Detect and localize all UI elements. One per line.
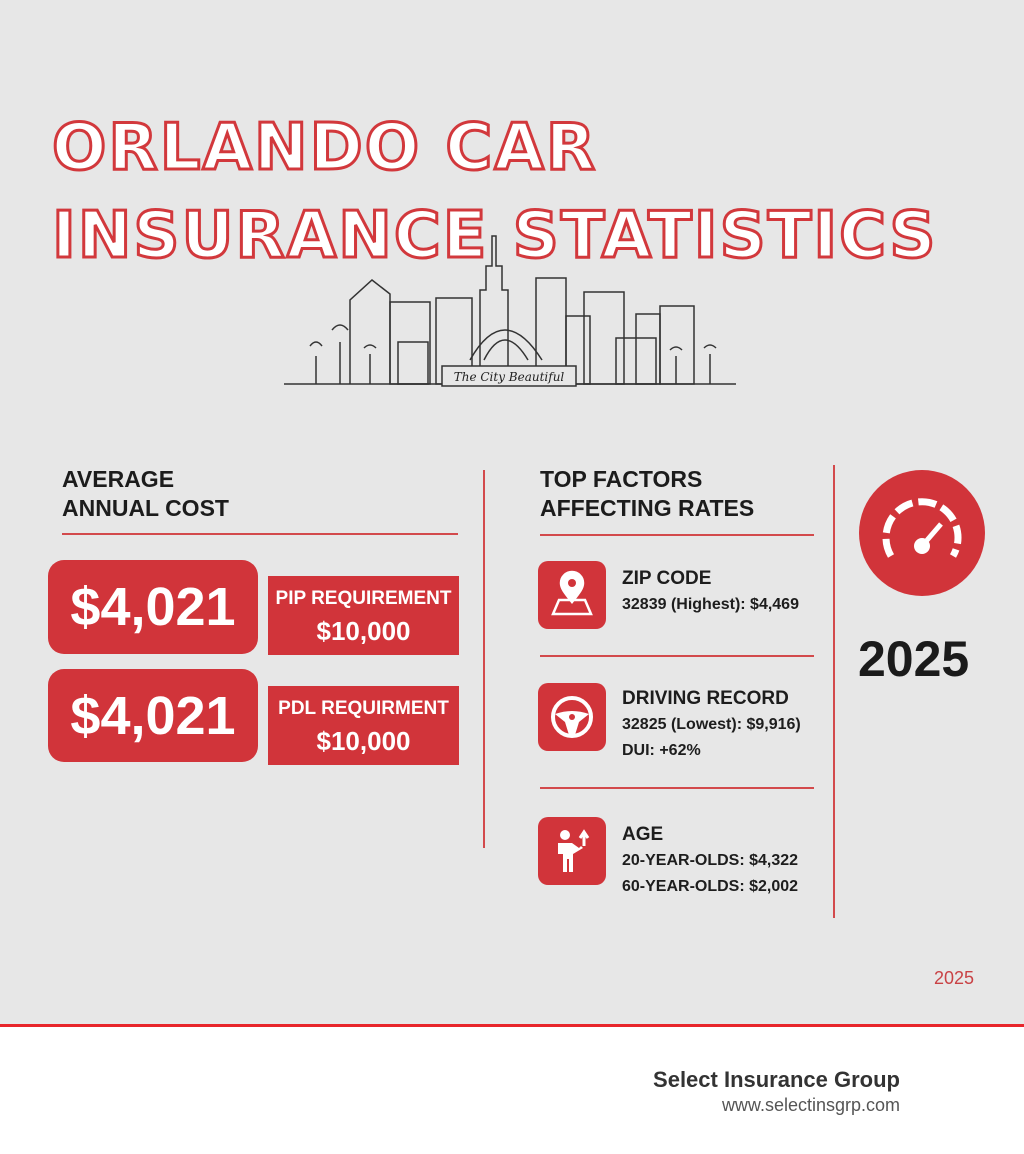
factor-detail: 20-YEAR-OLDS: $4,322	[622, 852, 799, 869]
requirement-value: $10,000	[316, 726, 411, 756]
average-cost-heading: AVERAGE ANNUAL COST	[62, 465, 229, 523]
brand-url[interactable]: www.selectinsgrp.com	[721, 1095, 900, 1115]
year-label: 2025	[858, 631, 970, 687]
divider	[540, 655, 814, 657]
person-age-icon	[538, 817, 606, 885]
speedometer-icon	[859, 470, 985, 596]
requirement-value: $10,000	[316, 616, 411, 646]
steering-wheel-icon	[538, 683, 606, 751]
factor-title: DRIVING RECORD	[622, 688, 789, 709]
heading-line: AVERAGE	[62, 466, 175, 492]
factor-zip-code: ZIP CODE 32839 (Highest): $4,469	[622, 566, 799, 618]
brand-block: Select Insurance Group www.selectinsgrp.…	[653, 1067, 900, 1116]
factor-detail: DUI: +62%	[622, 742, 701, 759]
factor-detail: 32825 (Lowest): $9,916)	[622, 716, 801, 733]
factor-age: AGE 20-YEAR-OLDS: $4,322 60-YEAR-OLDS: $…	[622, 822, 798, 900]
skyline-caption: The City Beautiful	[454, 370, 565, 384]
requirement-label: PDL REQUIRMENT	[278, 698, 449, 719]
factor-detail: 32839 (Highest): $4,469	[622, 596, 799, 613]
divider	[540, 787, 814, 789]
brand-name: Select Insurance Group	[653, 1067, 900, 1092]
average-cost-badge: $4,021	[48, 560, 258, 654]
column-divider	[833, 465, 835, 918]
heading-line: ANNUAL COST	[62, 495, 229, 521]
heading-line: AFFECTING RATES	[540, 495, 755, 521]
footer-year: 2025	[934, 968, 975, 988]
column-divider	[483, 470, 485, 848]
heading-line: TOP FACTORS	[540, 466, 703, 492]
average-cost-badge: $4,021	[48, 669, 258, 762]
factor-detail: 60-YEAR-OLDS: $2,002	[622, 878, 799, 895]
factor-driving-record: DRIVING RECORD 32825 (Lowest): $9,916) D…	[622, 686, 801, 764]
factor-title: ZIP CODE	[622, 568, 712, 589]
divider	[540, 534, 814, 536]
factor-title: AGE	[622, 824, 664, 845]
factors-heading: TOP FACTORS AFFECTING RATES	[540, 465, 754, 523]
pdl-requirement-box: PDL REQUIRMENT $10,000	[268, 686, 459, 765]
skyline-illustration: The City Beautiful	[280, 230, 740, 395]
requirement-label: PIP REQUIREMENT	[275, 588, 452, 609]
pip-requirement-box: PIP REQUIREMENT $10,000	[268, 576, 459, 655]
footer: Select Insurance Group www.selectinsgrp.…	[0, 1024, 1024, 1154]
map-pin-icon	[538, 561, 606, 629]
divider	[62, 533, 458, 535]
